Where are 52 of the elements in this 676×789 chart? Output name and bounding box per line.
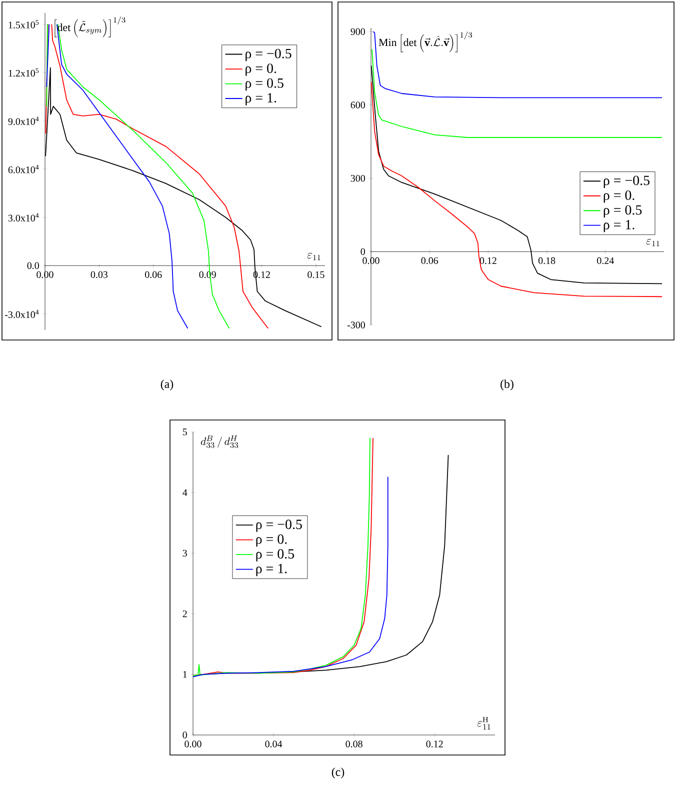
- y-tick-label: 3.0x10$^{4}$: [8, 213, 39, 222]
- x-tick-label: 0.18: [538, 257, 556, 264]
- line-series: [193, 476, 388, 678]
- x-axis-title: $\varepsilon_{11}$: [646, 238, 660, 246]
- y-tick-label: 0: [182, 732, 187, 738]
- y-tick-label: 0.0: [27, 262, 39, 270]
- y-tick-label: 600: [350, 102, 365, 108]
- y-tick-label: 0: [360, 248, 365, 256]
- legend-label: ρ = −0.5: [604, 176, 650, 188]
- y-tick-label: 1: [183, 671, 187, 678]
- legend-label: ρ = 0.5: [246, 78, 284, 91]
- x-tick-label: 0.24: [597, 257, 614, 264]
- y-tick-label: 6.0x10$^{4}$: [8, 164, 39, 174]
- legend-label: ρ = −0.5: [256, 520, 302, 532]
- y-tick-label: 1.2x10$^{5}$: [8, 68, 39, 77]
- text: (b): [500, 380, 514, 390]
- line-series: [372, 31, 662, 98]
- y-tick-label: 2: [182, 610, 187, 618]
- x-tick-label: 0.15: [308, 271, 324, 278]
- y-tick-label: 4: [182, 489, 188, 496]
- y-tick-label: 3: [182, 550, 187, 557]
- legend-label: ρ = −0.5: [246, 48, 292, 62]
- x-tick-label: 0.00: [184, 740, 202, 748]
- legend-label: ρ = 0.: [604, 190, 634, 203]
- y-tick-label: -300: [347, 322, 365, 328]
- x-tick-label: 0.06: [145, 271, 162, 278]
- y-tick-label: -3.0x10$^{4}$: [5, 310, 39, 318]
- y-tick-label: 1.5x10$^{5}$: [8, 20, 39, 28]
- legend-label: ρ = 1.: [256, 564, 287, 576]
- legend-label: ρ = 1.: [604, 220, 634, 232]
- x-tick-label: 0.04: [265, 740, 282, 748]
- y-tick-label: 900: [350, 28, 365, 36]
- legend-label: ρ = 1.: [246, 93, 276, 106]
- x-axis-title: $\varepsilon_{11}^{\mathrm{H}}$: [477, 716, 490, 730]
- y-tick-label: 9.0x10$^{4}$: [8, 116, 39, 125]
- y-tick-label: 300: [350, 174, 365, 182]
- x-tick-label: 0.06: [421, 257, 438, 264]
- legend-label: ρ = 0.5: [256, 549, 294, 562]
- x-tick-label: 0.00: [362, 257, 380, 264]
- x-tick-label: 0.08: [346, 740, 362, 748]
- legend-label: ρ = 0.: [246, 64, 276, 76]
- legend-label: ρ = 0.: [256, 534, 287, 547]
- legend-label: ρ = 0.5: [604, 205, 642, 218]
- x-tick-label: 0.12: [426, 740, 443, 748]
- y-tick-label: 5: [182, 428, 187, 436]
- text: (a): [160, 380, 174, 390]
- x-axis-title: $\varepsilon_{11}$: [307, 252, 320, 260]
- y-axis-title: $d_{33}^{B}\,/\,d_{33}^{H}$: [200, 436, 238, 448]
- y-axis-title: $\mathrm{Min}\left[\det\left(\vec{\mathbf{v}}.\hat{\mathcal{L}}.\vec{\mathbf{v}}\right)\right]^{1/3}$: [378, 32, 472, 52]
- x-tick-label: 0.03: [90, 271, 108, 278]
- x-tick-label: 0.00: [36, 271, 54, 278]
- text: (c): [332, 768, 344, 778]
